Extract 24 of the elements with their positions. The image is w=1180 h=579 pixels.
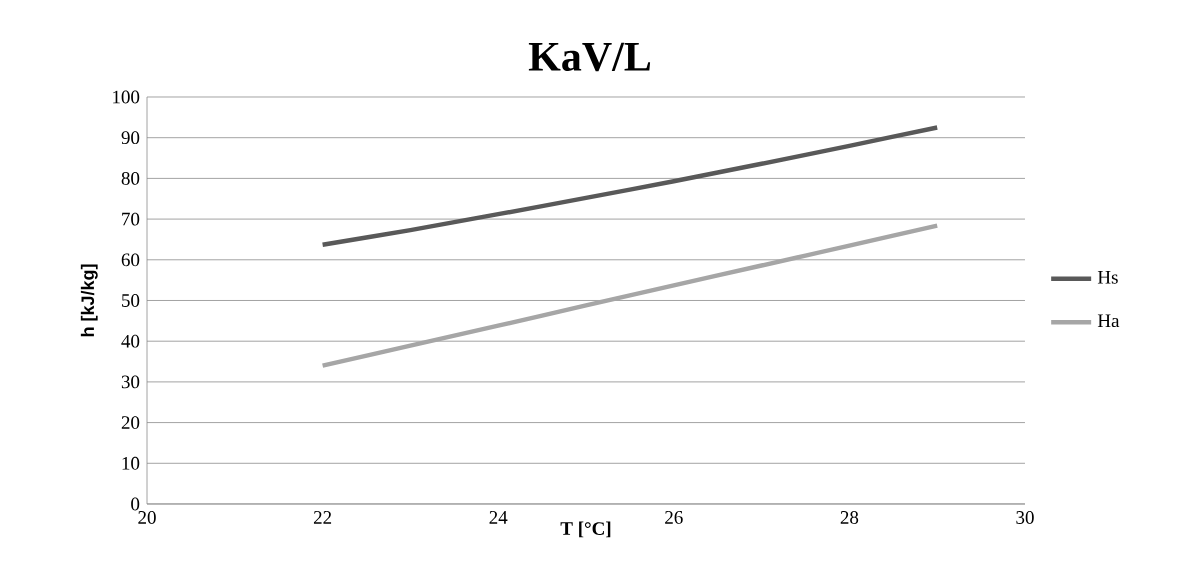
y-tick-label: 90 (121, 131, 140, 145)
x-tick-label: 22 (313, 511, 332, 524)
y-tick-label: 10 (122, 456, 140, 470)
x-tick-label: 30 (1016, 511, 1034, 524)
line-series (320, 223, 940, 368)
x-axis-title: T [°C] (560, 521, 611, 538)
x-tick-label: 28 (840, 511, 859, 524)
y-tick-label: 20 (121, 416, 140, 429)
y-tick-label: 80 (121, 171, 140, 185)
x-tick-label: 20 (138, 511, 156, 524)
x-tick-label: 24 (489, 511, 508, 524)
x-tick-label: 26 (665, 511, 683, 524)
line-series (320, 125, 940, 247)
y-tick-label: 60 (121, 253, 140, 267)
y-tick-label: 70 (122, 212, 140, 226)
chart-title: KaV/L (528, 42, 651, 72)
y-tick-label: 50 (122, 294, 140, 307)
y-tick-label: 100 (113, 90, 140, 104)
y-tick-label: 0 (131, 497, 140, 511)
legend-label: Ha (1097, 314, 1120, 328)
y-tick-label: 40 (121, 334, 140, 348)
legend-label: Hs (1097, 271, 1118, 284)
y-axis-title: h [kJ/kg] (80, 264, 98, 337)
y-tick-label: 30 (121, 375, 140, 389)
